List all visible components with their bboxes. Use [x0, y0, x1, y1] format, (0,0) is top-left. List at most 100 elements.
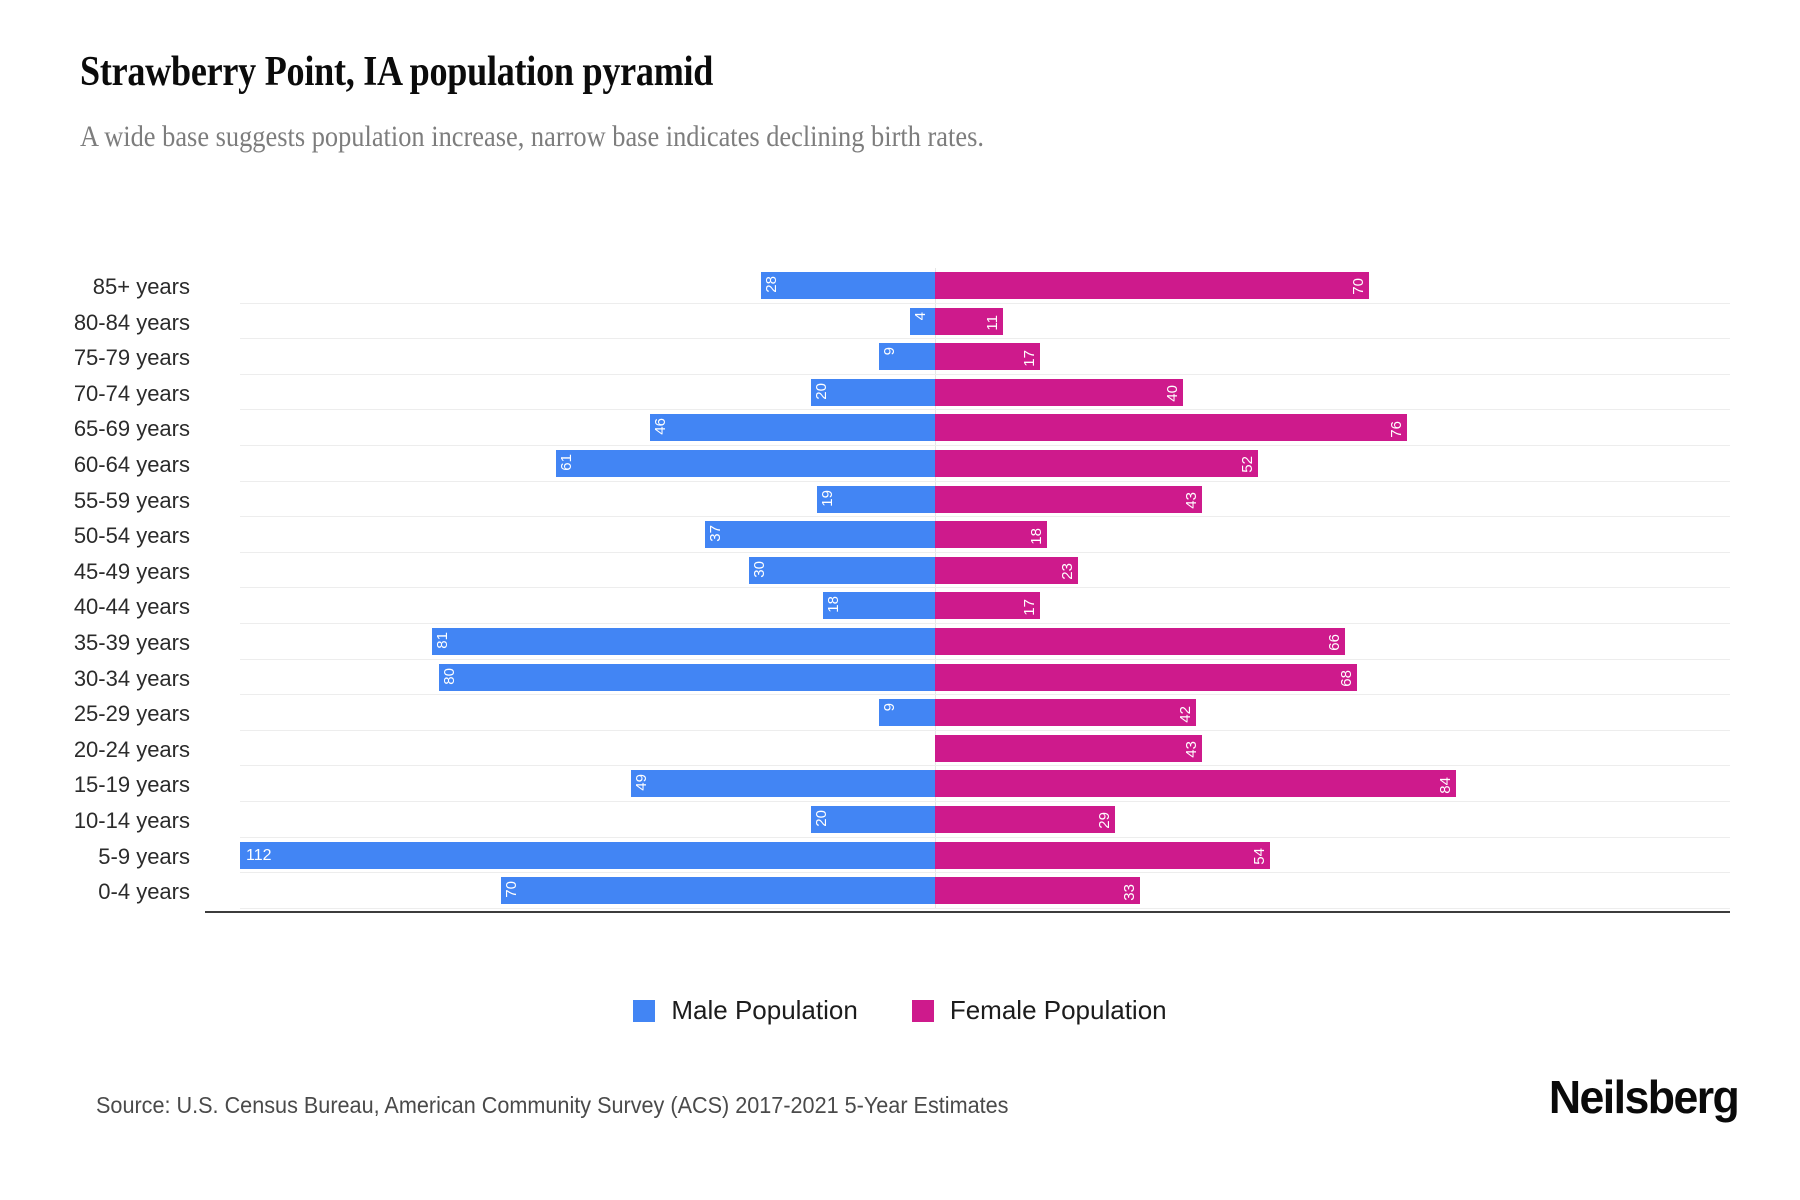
female-bar[interactable]: 42	[935, 699, 1196, 727]
male-value-label: 19	[819, 489, 837, 507]
pyramid-row: 70 33	[240, 873, 1730, 909]
pyramid-row: 112 54	[240, 838, 1730, 874]
chart-legend: Male Population Female Population	[0, 995, 1800, 1026]
female-bar[interactable]: 76	[935, 414, 1407, 442]
female-bar[interactable]: 43	[935, 485, 1202, 513]
female-bar[interactable]: 52	[935, 450, 1258, 477]
female-swatch-icon	[911, 999, 934, 1022]
y-axis-tick-label: 85+ years	[92, 274, 190, 299]
male-value-label: 28	[763, 276, 781, 293]
female-bar[interactable]: 54	[935, 841, 1271, 869]
pyramid-row: 80 68	[240, 660, 1730, 696]
female-bar[interactable]: 84	[935, 770, 1457, 798]
female-value-label: 18	[1027, 527, 1045, 545]
male-bar[interactable]: 81	[432, 628, 935, 655]
male-value-label: 49	[632, 774, 650, 792]
female-value-label: 76	[1387, 420, 1405, 438]
y-axis-tick-label: 80-84 years	[73, 309, 190, 335]
female-bar[interactable]: 17	[935, 343, 1041, 371]
male-bar[interactable]: 9	[879, 699, 935, 727]
female-value-label: 68	[1337, 669, 1355, 687]
pyramid-row: 4 11	[240, 304, 1730, 340]
female-value-label: 43	[1182, 741, 1200, 758]
male-bar[interactable]: 37	[705, 521, 935, 549]
source-note: Source: U.S. Census Bureau, American Com…	[96, 1092, 1009, 1118]
y-axis-tick-label: 60-64 years	[73, 452, 190, 477]
female-bar[interactable]: 66	[935, 628, 1345, 655]
pyramid-row: 49 84	[240, 766, 1730, 802]
pyramid-row: 20 29	[240, 802, 1730, 838]
female-value-label: 23	[1058, 563, 1076, 580]
legend-label-female: Female Population	[949, 995, 1167, 1025]
male-value-label: 37	[707, 525, 725, 542]
male-bar[interactable]: 20	[810, 378, 935, 406]
gridline	[240, 729, 1730, 731]
pyramid-row: 9 42	[240, 695, 1730, 731]
female-bar[interactable]: 17	[935, 592, 1041, 620]
female-bar[interactable]: 43	[935, 734, 1202, 762]
male-bar[interactable]: 9	[879, 343, 935, 371]
y-axis-tick-label: 50-54 years	[73, 523, 190, 549]
female-bar[interactable]: 18	[935, 521, 1047, 549]
y-axis-tick-label: 45-49 years	[73, 558, 190, 584]
female-value-label: 17	[1021, 349, 1039, 367]
female-value-label: 42	[1176, 705, 1194, 723]
female-value-label: 54	[1251, 847, 1269, 865]
gridline	[240, 836, 1730, 838]
male-bar[interactable]: 70	[500, 877, 935, 905]
male-bar[interactable]: 80	[438, 663, 935, 691]
male-value-label: 9	[881, 347, 899, 356]
gridline	[240, 587, 1730, 589]
plot-area: 28 70 4 11 9 17 20 40 46 76 61 52 19 43 37 18 30 23 18 17 81…	[205, 268, 1730, 913]
female-value-label: 70	[1350, 278, 1368, 295]
female-value-label: 29	[1095, 812, 1113, 829]
pyramid-row: 28 70	[240, 268, 1730, 304]
female-bar[interactable]: 40	[935, 378, 1184, 406]
legend-item-male[interactable]: Male Population	[633, 995, 858, 1026]
gridline	[240, 765, 1730, 767]
male-bar[interactable]: 19	[817, 485, 935, 513]
male-value-label: 80	[440, 667, 458, 685]
male-bar[interactable]: 46	[649, 414, 935, 442]
female-value-label: 84	[1437, 776, 1455, 794]
y-axis-labels: 85+ years 80-84 years 75-79 years 70-74 yea…	[0, 268, 190, 908]
pyramid-row: 19 43	[240, 482, 1730, 518]
male-bar[interactable]: 18	[823, 592, 935, 620]
y-axis-tick-label: 65-69 years	[73, 416, 190, 442]
male-bar[interactable]: 49	[630, 770, 935, 798]
male-value-label: 20	[812, 810, 830, 827]
male-bar[interactable]: 61	[556, 450, 935, 477]
female-value-label: 33	[1120, 883, 1138, 901]
pyramid-row: 46 76	[240, 410, 1730, 446]
pyramid-row: 9 17	[240, 339, 1730, 375]
male-bar[interactable]: 112	[240, 841, 935, 869]
male-value-label: 20	[812, 382, 830, 400]
male-bar[interactable]: 28	[761, 272, 935, 299]
male-value-label: 81	[434, 632, 452, 649]
gridline	[240, 373, 1730, 375]
female-value-label: 52	[1238, 456, 1256, 473]
legend-item-female[interactable]: Female Population	[911, 995, 1167, 1026]
male-bar[interactable]: 4	[910, 307, 935, 335]
female-bar[interactable]: 70	[935, 272, 1370, 299]
pyramid-row: 20 40	[240, 375, 1730, 411]
gridline	[240, 658, 1730, 660]
female-bar[interactable]: 23	[935, 556, 1078, 584]
male-bar[interactable]: 30	[748, 556, 935, 584]
female-bar[interactable]: 68	[935, 663, 1357, 691]
male-swatch-icon	[633, 999, 656, 1022]
male-value-label: 18	[825, 596, 843, 614]
male-bar[interactable]: 20	[810, 806, 935, 833]
male-value-label: 9	[881, 703, 899, 712]
female-bar[interactable]: 29	[935, 806, 1115, 833]
y-axis-tick-label: 40-44 years	[73, 594, 190, 620]
female-bar[interactable]: 33	[935, 877, 1140, 905]
male-value-label: 70	[502, 881, 520, 898]
pyramid-row: 37 18	[240, 517, 1730, 553]
y-axis-tick-label: 25-29 years	[73, 701, 190, 727]
y-axis-tick-label: 75-79 years	[73, 345, 190, 371]
y-axis-tick-label: 20-24 years	[73, 736, 190, 762]
female-bar[interactable]: 11	[935, 307, 1004, 335]
female-value-label: 11	[984, 315, 1002, 331]
